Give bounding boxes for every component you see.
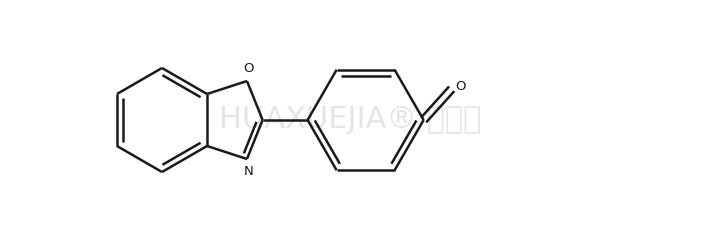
Text: O: O — [244, 62, 254, 75]
Text: HUAXUEJIA® 化学加: HUAXUEJIA® 化学加 — [219, 106, 481, 134]
Text: O: O — [456, 80, 466, 93]
Text: N: N — [244, 165, 254, 178]
